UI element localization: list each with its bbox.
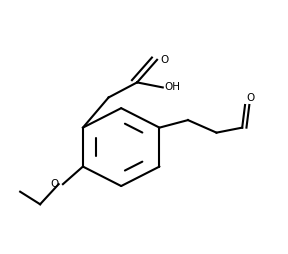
Text: O: O [160,55,168,65]
Text: OH: OH [164,83,180,92]
Text: O: O [247,92,255,103]
Text: O: O [50,179,59,189]
